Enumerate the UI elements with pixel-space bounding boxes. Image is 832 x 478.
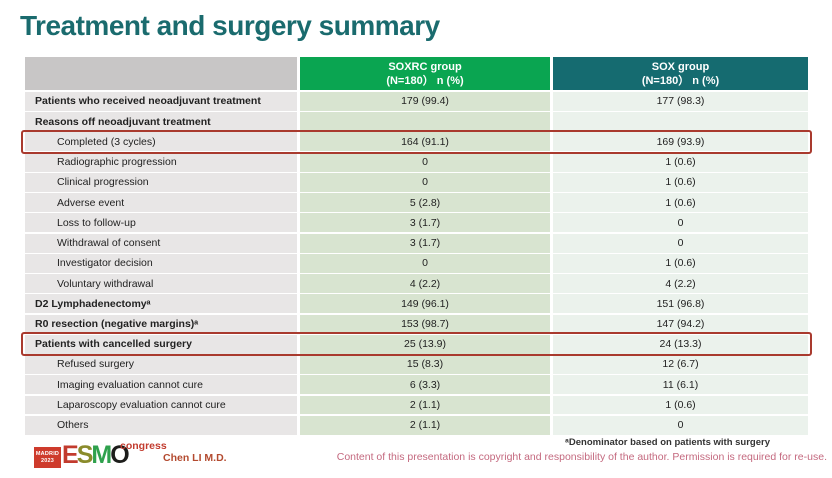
row-label: Withdrawal of consent [25, 233, 297, 253]
table-row: Clinical progression 0 1 (0.6) [25, 172, 808, 192]
esmo-letter-m: M [91, 441, 112, 469]
table-row: D2 Lymphadenectomyᵃ 149 (96.1) 151 (96.8… [25, 294, 808, 314]
table-row: Laparoscopy evaluation cannot cure 2 (1.… [25, 395, 808, 415]
summary-table: SOXRC group (N=180） n (%) SOX group (N=1… [21, 57, 812, 436]
row-label: Refused surgery [25, 355, 297, 374]
soxrc-value: 5 (2.8) [300, 193, 550, 213]
table-header-row: SOXRC group (N=180） n (%) SOX group (N=1… [25, 57, 808, 90]
table-row: Completed (3 cycles) 164 (91.1) 169 (93.… [21, 129, 812, 154]
slide-title: Treatment and surgery summary [20, 10, 440, 41]
esmo-letter-s: S [76, 441, 94, 469]
table-row: Others 2 (1.1) 0 [25, 415, 808, 435]
sox-value: 1 (0.6) [553, 172, 808, 192]
sox-value: 177 (98.3) [553, 92, 808, 111]
congress-label: congress [120, 440, 167, 452]
row-label: Adverse event [25, 193, 297, 213]
sox-value: 147 (94.2) [553, 314, 808, 334]
row-label: Loss to follow-up [25, 213, 297, 233]
soxrc-value: 3 (1.7) [300, 233, 550, 253]
soxrc-value [300, 112, 550, 132]
sox-value: 24 (13.3) [553, 334, 808, 354]
soxrc-group-name: SOXRC group [388, 60, 462, 73]
soxrc-value: 25 (13.9) [300, 334, 550, 354]
soxrc-value: 3 (1.7) [300, 213, 550, 233]
sox-value: 4 (2.2) [553, 274, 808, 293]
row-label: Radiographic progression [25, 152, 297, 172]
footnote: ᵃDenominator based on patients with surg… [565, 437, 770, 448]
row-label: Clinical progression [25, 172, 297, 192]
sox-value: 11 (6.1) [553, 375, 808, 395]
row-label: Patients who received neoadjuvant treatm… [25, 92, 297, 111]
row-label: Completed (3 cycles) [25, 132, 297, 152]
sox-value: 1 (0.6) [553, 193, 808, 213]
table-row: R0 resection (negative margins)ᵃ 153 (98… [25, 314, 808, 334]
esmo-letter-e: E [62, 441, 79, 469]
row-label: Reasons off neoadjuvant treatment [25, 112, 297, 132]
sox-value: 1 (0.6) [553, 253, 808, 273]
row-label: Patients with cancelled surgery [25, 334, 297, 354]
soxrc-value: 2 (1.1) [300, 395, 550, 415]
row-label: Investigator decision [25, 253, 297, 273]
soxrc-value: 0 [300, 253, 550, 273]
madrid-2023-badge: MADRID 2023 [34, 447, 61, 468]
soxrc-group-sub: (N=180） n (%) [386, 74, 464, 87]
esmo-letter-o: O [110, 441, 130, 469]
sox-value: 0 [553, 213, 808, 233]
soxrc-value: 2 (1.1) [300, 415, 550, 435]
table-row: Withdrawal of consent 3 (1.7) 0 [25, 233, 808, 253]
header-cell-soxrc-group: SOXRC group (N=180） n (%) [300, 57, 550, 90]
table-row: Adverse event 5 (2.8) 1 (0.6) [25, 193, 808, 213]
row-label: R0 resection (negative margins)ᵃ [25, 314, 297, 334]
table-row: Patients with cancelled surgery 25 (13.9… [21, 332, 812, 357]
soxrc-value: 153 (98.7) [300, 314, 550, 334]
sox-value: 151 (96.8) [553, 294, 808, 314]
esmo-congress-logo: MADRID 2023 ESMO congress [34, 439, 167, 475]
sox-value: 169 (93.9) [553, 132, 808, 152]
sox-value [553, 112, 808, 132]
table-row: Investigator decision 0 1 (0.6) [25, 253, 808, 273]
venue-line2: 2023 [40, 457, 55, 464]
row-label: Voluntary withdrawal [25, 274, 297, 293]
sox-value: 1 (0.6) [553, 395, 808, 415]
esmo-wordmark: ESMO [62, 439, 130, 471]
venue-line1: MADRID [35, 451, 60, 457]
table-row: Reasons off neoadjuvant treatment [25, 112, 808, 132]
soxrc-value: 179 (99.4) [300, 92, 550, 111]
table-row: Refused surgery 15 (8.3) 12 (6.7) [25, 355, 808, 374]
table-row: Patients who received neoadjuvant treatm… [25, 92, 808, 111]
sox-value: 1 (0.6) [553, 152, 808, 172]
table-row: Voluntary withdrawal 4 (2.2) 4 (2.2) [25, 274, 808, 293]
table-body: Patients who received neoadjuvant treatm… [21, 92, 812, 435]
row-label: Laparoscopy evaluation cannot cure [25, 395, 297, 415]
table-row: Loss to follow-up 3 (1.7) 0 [25, 213, 808, 233]
sox-value: 0 [553, 233, 808, 253]
header-cell-sox-group: SOX group (N=180） n (%) [553, 57, 808, 90]
copyright-notice: Content of this presentation is copyrigh… [336, 451, 827, 463]
table-row: Radiographic progression 0 1 (0.6) [25, 152, 808, 172]
sox-value: 0 [553, 415, 808, 435]
soxrc-value: 164 (91.1) [300, 132, 550, 152]
soxrc-value: 149 (96.1) [300, 294, 550, 314]
sox-group-sub: (N=180） n (%) [641, 74, 720, 87]
row-label: Others [25, 415, 297, 435]
soxrc-value: 4 (2.2) [300, 274, 550, 293]
row-label: D2 Lymphadenectomyᵃ [25, 294, 297, 314]
table-row: Imaging evaluation cannot cure 6 (3.3) 1… [25, 375, 808, 395]
author-name: Chen LI M.D. [163, 452, 227, 464]
row-label: Imaging evaluation cannot cure [25, 375, 297, 395]
soxrc-value: 0 [300, 172, 550, 192]
sox-group-name: SOX group [651, 60, 710, 73]
sox-value: 12 (6.7) [553, 355, 808, 374]
soxrc-value: 15 (8.3) [300, 355, 550, 374]
soxrc-value: 6 (3.3) [300, 375, 550, 395]
soxrc-value: 0 [300, 152, 550, 172]
header-cell-empty [25, 57, 297, 90]
